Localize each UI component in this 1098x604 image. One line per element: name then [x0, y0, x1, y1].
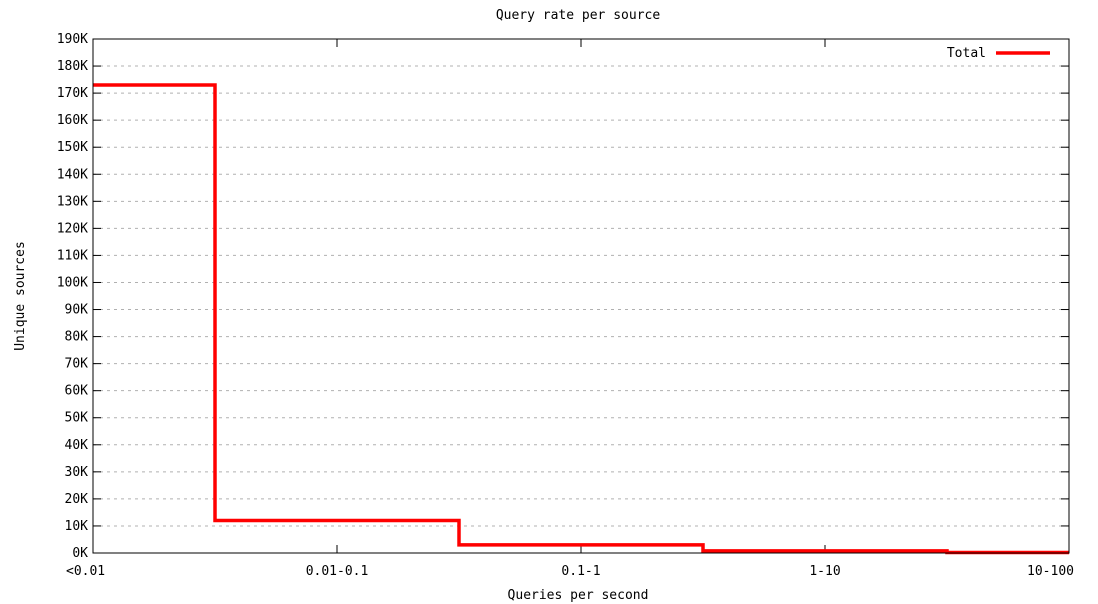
y-axis-label: Unique sources — [13, 241, 28, 351]
x-tick-label: 1-10 — [809, 564, 840, 579]
y-tick-label: 60K — [65, 384, 89, 399]
y-tick-label: 150K — [57, 140, 88, 155]
series-lines — [93, 83, 1069, 555]
y-tick-label: 50K — [65, 411, 89, 426]
y-tick-label: 10K — [65, 519, 89, 534]
chart-title: Query rate per source — [496, 8, 661, 23]
y-tick-label: 190K — [57, 32, 88, 47]
x-axis-ticks: <0.01 0.01-0.1 0.1-1 1-10 10-100 — [66, 39, 1074, 579]
y-tick-label: 70K — [65, 357, 89, 372]
y-axis-ticks: 0K 10K 20K 30K 40K 50K 60K 70K 80K 90K 100K 110K 120… — [57, 32, 1069, 561]
y-tick-label: 30K — [65, 465, 89, 480]
legend-label: Total — [947, 46, 986, 61]
x-tick-label: 10-100 — [1027, 564, 1074, 579]
series-line-total — [93, 83, 1069, 555]
y-tick-label: 180K — [57, 59, 88, 74]
x-axis-label: Queries per second — [508, 588, 649, 603]
y-tick-label: 140K — [57, 167, 88, 182]
y-tick-label: 170K — [57, 86, 88, 101]
y-tick-label: 110K — [57, 248, 88, 263]
y-tick-label: 90K — [65, 303, 89, 318]
y-tick-label: 160K — [57, 113, 88, 128]
legend: Total — [947, 46, 1050, 61]
y-tick-label: 0K — [72, 546, 88, 561]
x-tick-label: 0.1-1 — [561, 564, 600, 579]
x-tick-label: <0.01 — [66, 564, 105, 579]
y-tick-label: 120K — [57, 221, 88, 236]
grid-lines — [93, 65, 1069, 527]
x-tick-label: 0.01-0.1 — [306, 564, 369, 579]
plot-frame — [92, 38, 1070, 554]
y-tick-label: 130K — [57, 194, 88, 209]
y-tick-label: 40K — [65, 438, 89, 453]
y-tick-label: 20K — [65, 492, 89, 507]
y-tick-label: 80K — [65, 330, 89, 345]
y-tick-label: 100K — [57, 275, 88, 290]
